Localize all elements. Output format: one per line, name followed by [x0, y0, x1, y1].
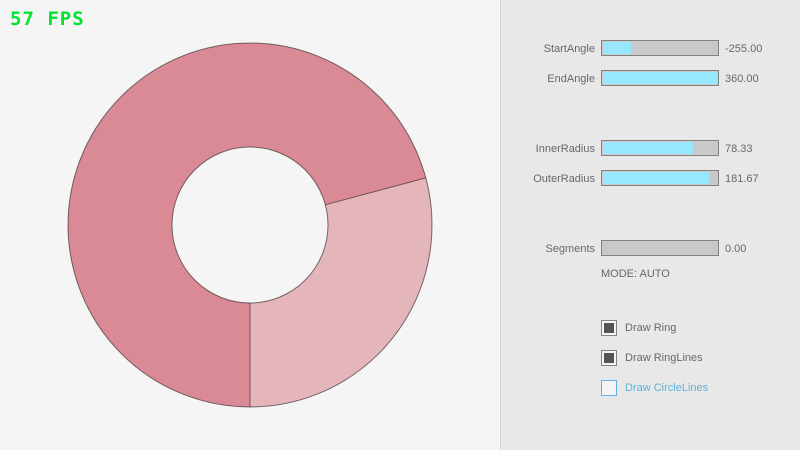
ring-radial-line-right	[325, 177, 426, 206]
inner-radius-label: InnerRadius	[535, 143, 595, 155]
ring-chart	[67, 42, 433, 408]
start-angle-label: StartAngle	[543, 43, 595, 55]
checkbox-row-draw-ringlines: Draw RingLines	[601, 350, 800, 366]
controls-panel: StartAngle -255.00 EndAngle 360.00 Inner…	[500, 0, 800, 450]
fps-counter: 57 FPS	[10, 8, 85, 30]
draw-ring-checkbox[interactable]	[601, 320, 617, 336]
ring-inner-outline	[171, 146, 329, 304]
checkbox-check-icon	[604, 323, 614, 333]
start-angle-slider[interactable]	[601, 40, 719, 56]
checkbox-row-draw-ring: Draw Ring	[601, 320, 800, 336]
outer-radius-label: OuterRadius	[533, 173, 595, 185]
outer-radius-value: 181.67	[725, 173, 759, 185]
outer-radius-slider-fill	[603, 172, 709, 184]
inner-radius-slider-fill	[603, 142, 694, 154]
start-angle-value: -255.00	[725, 43, 763, 55]
drawing-canvas: 57 FPS	[10, 8, 433, 408]
slider-row-inner-radius: InnerRadius 78.33	[501, 140, 800, 156]
ring-light-sector	[250, 177, 433, 407]
draw-circlelines-checkbox[interactable]	[601, 380, 617, 396]
slider-row-outer-radius: OuterRadius 181.67	[501, 170, 800, 186]
start-angle-slider-fill	[603, 42, 631, 54]
draw-ringlines-checkbox-label: Draw RingLines	[625, 352, 703, 364]
end-angle-value: 360.00	[725, 73, 759, 85]
checkbox-row-draw-circlelines: Draw CircleLines	[601, 380, 800, 396]
inner-radius-value: 78.33	[725, 143, 753, 155]
end-angle-label: EndAngle	[547, 73, 595, 85]
inner-radius-slider[interactable]	[601, 140, 719, 156]
end-angle-slider-fill	[603, 72, 717, 84]
mode-label: MODE: AUTO	[601, 268, 670, 280]
checkbox-check-icon	[604, 353, 614, 363]
draw-ring-checkbox-label: Draw Ring	[625, 322, 677, 334]
slider-row-segments: Segments 0.00	[501, 240, 800, 256]
outer-radius-slider[interactable]	[601, 170, 719, 186]
slider-row-start-angle: StartAngle -255.00	[501, 40, 800, 56]
end-angle-slider[interactable]	[601, 70, 719, 86]
slider-row-end-angle: EndAngle 360.00	[501, 70, 800, 86]
segments-label: Segments	[545, 243, 595, 255]
segments-slider[interactable]	[601, 240, 719, 256]
draw-ringlines-checkbox[interactable]	[601, 350, 617, 366]
segments-value: 0.00	[725, 243, 747, 255]
draw-circlelines-checkbox-label: Draw CircleLines	[625, 382, 709, 394]
